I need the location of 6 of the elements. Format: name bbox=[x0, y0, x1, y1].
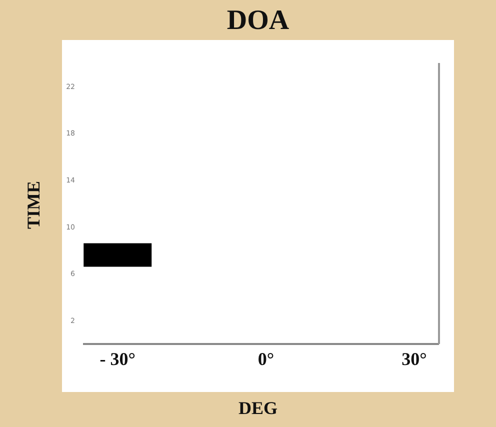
x-axis-title: DEG bbox=[237, 398, 278, 419]
y-axis-title: TIME bbox=[24, 180, 44, 230]
x-tick-label: - 30° bbox=[100, 348, 136, 369]
x-tick-label: 0° bbox=[258, 348, 274, 369]
chart-title: DOA bbox=[226, 5, 290, 37]
x-tick-label: 30° bbox=[402, 348, 427, 369]
